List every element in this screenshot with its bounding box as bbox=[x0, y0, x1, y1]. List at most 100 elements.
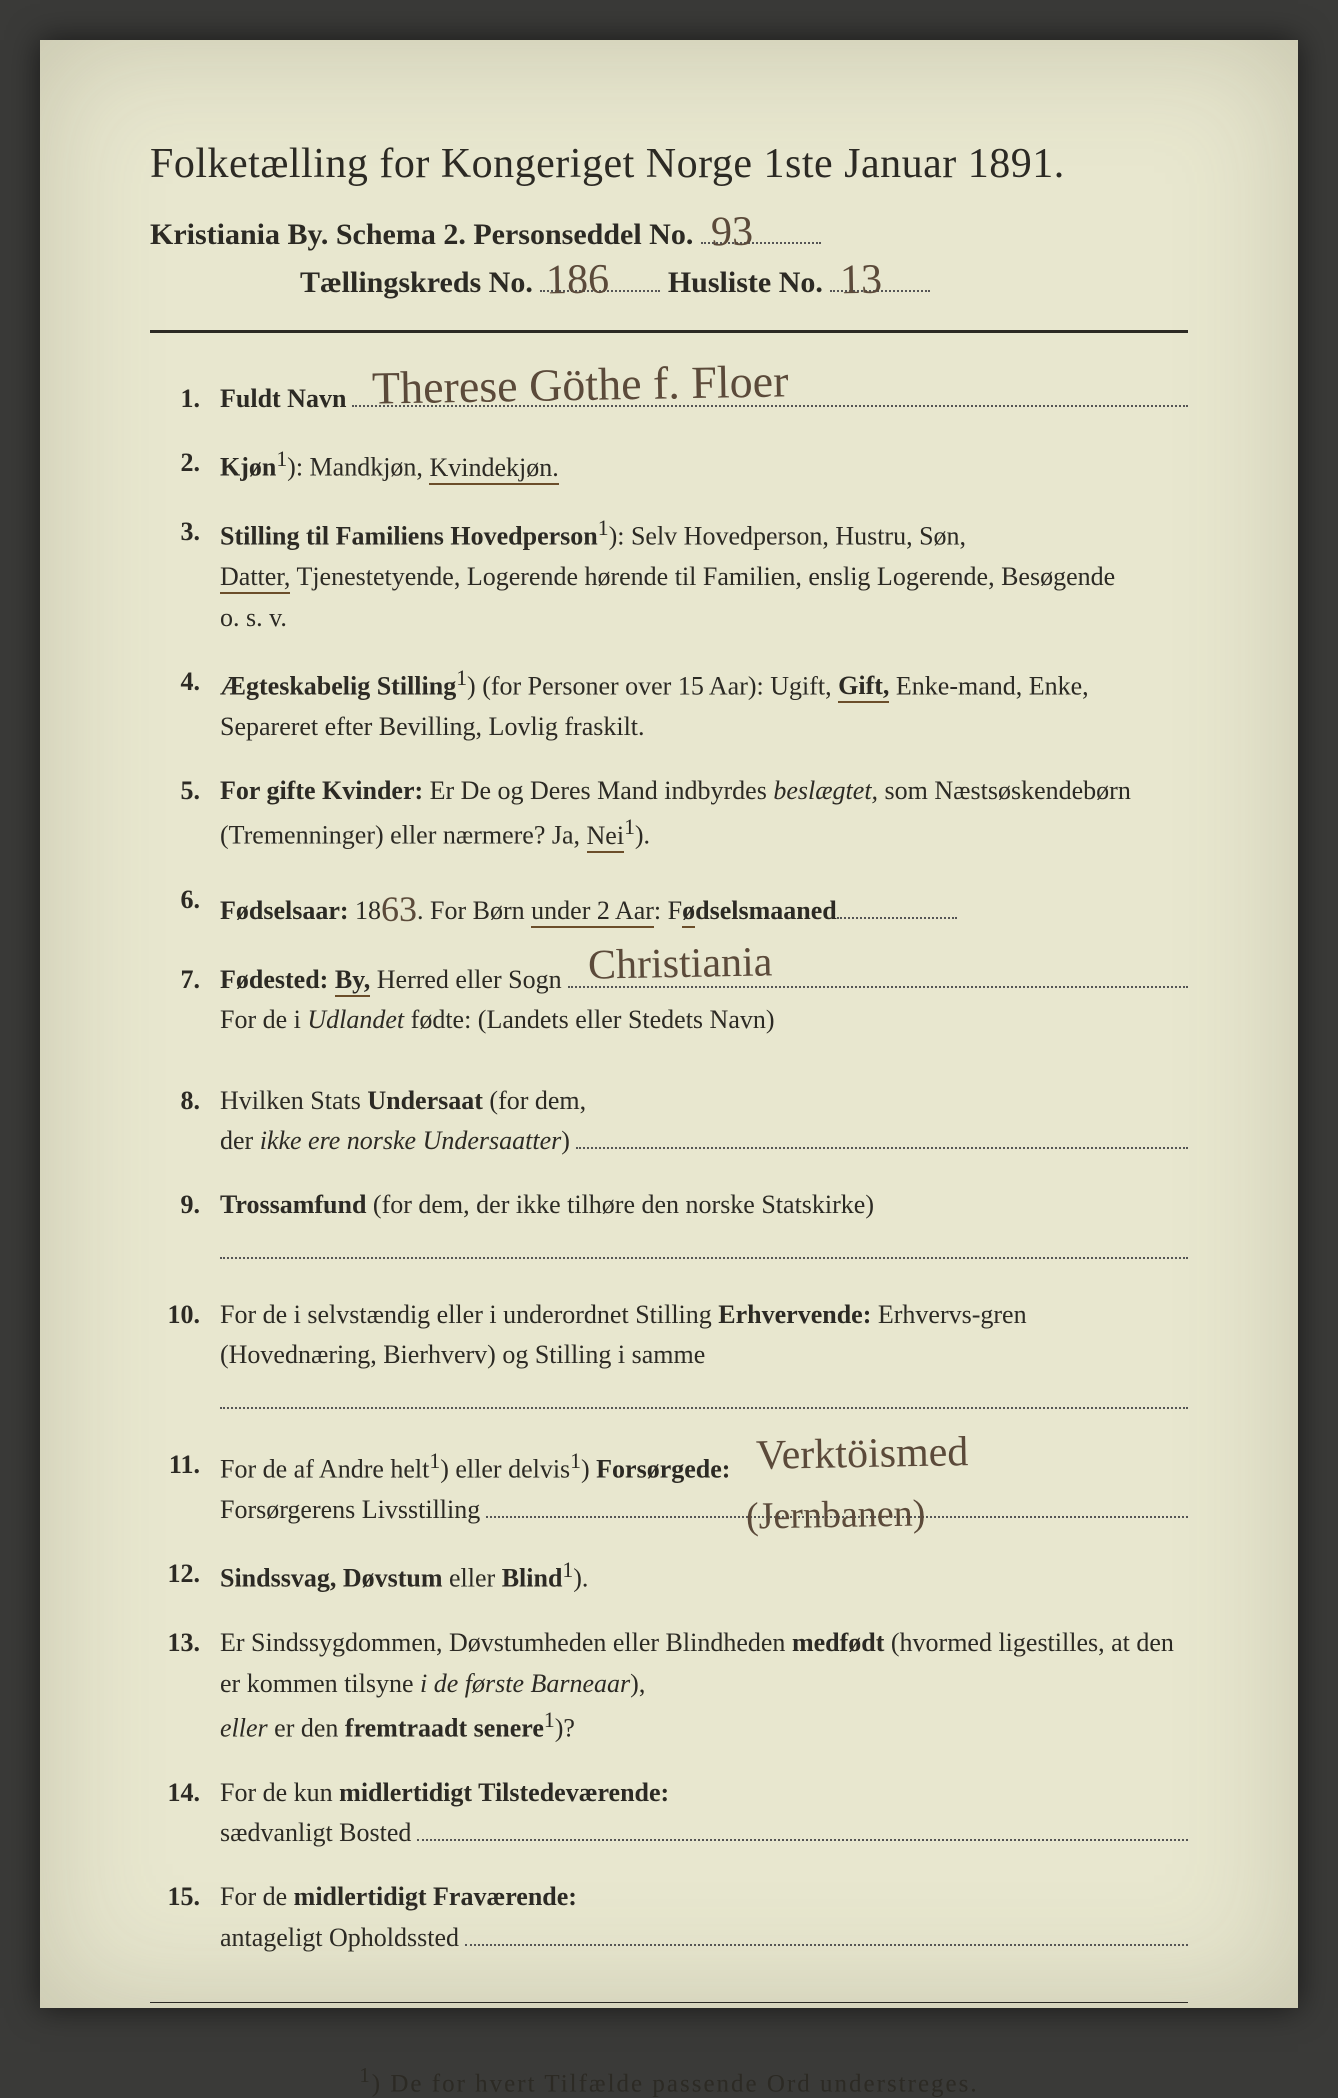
field-14-label: midlertidigt Tilstedeværende: bbox=[339, 1778, 669, 1807]
personseddel-no-field: 93 bbox=[701, 242, 821, 244]
field-7-texta: Herred eller Sogn bbox=[370, 965, 561, 994]
field-8: 8. Hvilken Stats Undersaat (for dem, der… bbox=[150, 1081, 1188, 1162]
sup-11a: 1 bbox=[429, 1449, 440, 1473]
field-11-label: Forsørgede: bbox=[596, 1455, 730, 1484]
field-1-value-line: Therese Göthe f. Floer bbox=[352, 379, 1188, 407]
field-12-num: 12. bbox=[150, 1554, 200, 1594]
field-3-underlined: Datter, bbox=[220, 562, 290, 594]
field-14-line2: sædvanligt Bosted bbox=[220, 1813, 411, 1853]
sup-12: 1 bbox=[562, 1558, 573, 1582]
field-6-under2: under 2 Aar bbox=[531, 896, 654, 928]
header-divider bbox=[150, 330, 1188, 333]
field-15-texta: For de bbox=[220, 1882, 294, 1911]
field-9-texta: (for dem, der ikke tilhøre den norske St… bbox=[366, 1190, 874, 1219]
field-5-italic: beslægtet, bbox=[773, 776, 878, 805]
field-7-value-line: Christiania bbox=[568, 960, 1188, 988]
field-6-o: ø bbox=[682, 896, 695, 928]
field-2-texta: ): Mandkjøn, bbox=[287, 453, 429, 482]
page-title: Folketælling for Kongeriget Norge 1ste J… bbox=[150, 140, 1188, 188]
field-5-underlined: Nei bbox=[587, 821, 625, 853]
field-9-label: Trossamfund bbox=[220, 1190, 366, 1219]
field-7-num: 7. bbox=[150, 960, 200, 1000]
field-4-underlined: Gift, bbox=[838, 671, 889, 703]
field-12-texta: eller bbox=[443, 1564, 502, 1593]
field-2-underlined: Kvindekjøn. bbox=[429, 453, 558, 485]
field-10: 10. For de i selvstændig eller i underor… bbox=[150, 1295, 1188, 1421]
field-15-value-line bbox=[465, 1918, 1188, 1946]
field-5-label: For gifte Kvinder: bbox=[220, 776, 423, 805]
taellingskreds-no-value: 186 bbox=[546, 255, 610, 304]
field-9-num: 9. bbox=[150, 1185, 200, 1225]
field-10-label: Erhvervende: bbox=[718, 1300, 871, 1329]
field-1: 1. Fuldt Navn Therese Göthe f. Floer bbox=[150, 379, 1188, 419]
field-list: 1. Fuldt Navn Therese Göthe f. Floer 2. … bbox=[150, 379, 1188, 1958]
field-11-texta: For de af Andre helt bbox=[220, 1455, 429, 1484]
field-2: 2. Kjøn1): Mandkjøn, Kvindekjøn. bbox=[150, 443, 1188, 488]
field-5: 5. For gifte Kvinder: Er De og Deres Man… bbox=[150, 771, 1188, 856]
field-6-textc: dselsmaaned bbox=[695, 896, 837, 925]
field-13-texte: )? bbox=[555, 1714, 575, 1743]
field-7-line2b: fødte: (Landets eller Stedets Navn) bbox=[404, 1005, 774, 1034]
field-11-num: 11. bbox=[150, 1445, 200, 1485]
field-11-textb: ) eller delvis bbox=[440, 1455, 570, 1484]
field-13: 13. Er Sindssygdommen, Døvstumheden elle… bbox=[150, 1623, 1188, 1749]
field-12-textb: ). bbox=[573, 1564, 588, 1593]
field-13-texta: Er Sindssygdommen, Døvstumheden eller Bl… bbox=[220, 1628, 792, 1657]
field-14-num: 14. bbox=[150, 1773, 200, 1813]
field-15-num: 15. bbox=[150, 1877, 200, 1917]
field-7-line2a: For de i bbox=[220, 1005, 307, 1034]
field-11-line2: Forsørgerens Livsstilling bbox=[220, 1490, 480, 1530]
sup-1b: 1 bbox=[598, 516, 609, 540]
field-3: 3. Stilling til Familiens Hovedperson1):… bbox=[150, 512, 1188, 638]
taellingskreds-no-field: 186 bbox=[540, 290, 660, 292]
census-form-page: Folketælling for Kongeriget Norge 1ste J… bbox=[40, 40, 1298, 2008]
field-3-num: 3. bbox=[150, 512, 200, 552]
field-6-label: Fødselsaar: bbox=[220, 896, 349, 925]
field-11-value-wrap: Verktöismed bbox=[736, 1452, 1188, 1478]
field-14: 14. For de kun midlertidigt Tilstedevære… bbox=[150, 1773, 1188, 1854]
field-8-textb: (for dem, bbox=[483, 1086, 586, 1115]
field-7-line2: For de i Udlandet fødte: (Landets eller … bbox=[220, 1000, 1188, 1040]
field-6: 6. Fødselsaar: 1863. For Børn under 2 Aa… bbox=[150, 880, 1188, 936]
personseddel-no-value: 93 bbox=[710, 208, 753, 257]
header-line-2: Kristiania By. Schema 2. Personseddel No… bbox=[150, 218, 1188, 252]
field-4-num: 4. bbox=[150, 662, 200, 702]
field-8-italic: ikke ere norske Undersaatter bbox=[260, 1126, 562, 1155]
field-2-label: Kjøn bbox=[220, 453, 276, 482]
field-11: 11. For de af Andre helt1) eller delvis1… bbox=[150, 1445, 1188, 1530]
field-8-label: Undersaat bbox=[367, 1086, 483, 1115]
field-13-textd: er den bbox=[268, 1714, 345, 1743]
field-2-num: 2. bbox=[150, 443, 200, 483]
field-11-value2: (Jernbanen) bbox=[746, 1485, 926, 1547]
sup-1c: 1 bbox=[456, 666, 467, 690]
field-3-label: Stilling til Familiens Hovedperson bbox=[220, 522, 598, 551]
field-12-label2: Blind bbox=[502, 1564, 563, 1593]
field-8-line2a: der bbox=[220, 1126, 260, 1155]
field-11-value-line-2: (Jernbanen) bbox=[486, 1490, 1188, 1518]
field-7-italic: Udlandet bbox=[307, 1005, 404, 1034]
field-7-underlined: By, bbox=[335, 965, 370, 997]
field-6-textb: : F bbox=[654, 896, 682, 925]
footnote-sup: 1 bbox=[359, 2063, 371, 2087]
field-7-value: Christiania bbox=[587, 930, 772, 998]
field-8-texta: Hvilken Stats bbox=[220, 1086, 367, 1115]
husliste-label: Husliste No. bbox=[668, 266, 823, 299]
field-10-texta: For de i selvstændig eller i underordnet… bbox=[220, 1300, 718, 1329]
field-9: 9. Trossamfund (for dem, der ikke tilhør… bbox=[150, 1185, 1188, 1271]
footnote: 1) De for hvert Tilfælde passende Ord un… bbox=[150, 2063, 1188, 2098]
field-7-label: Fødested: bbox=[220, 965, 328, 994]
field-15-line2: antageligt Opholdssted bbox=[220, 1918, 459, 1958]
footnote-text: ) De for hvert Tilfælde passende Ord und… bbox=[372, 2070, 979, 2097]
field-8-num: 8. bbox=[150, 1081, 200, 1121]
husliste-no-value: 13 bbox=[840, 256, 883, 305]
sup-13: 1 bbox=[544, 1708, 555, 1732]
field-3-osv: o. s. v. bbox=[220, 603, 287, 632]
field-13-textc: ), bbox=[630, 1669, 645, 1698]
field-1-value: Therese Göthe f. Floer bbox=[372, 345, 790, 424]
field-6-texta: . For Børn bbox=[417, 896, 531, 925]
field-5-textc: ). bbox=[635, 821, 650, 850]
field-4: 4. Ægteskabelig Stilling1) (for Personer… bbox=[150, 662, 1188, 747]
field-11-textc: ) bbox=[581, 1455, 596, 1484]
field-9-value-line bbox=[220, 1226, 1188, 1259]
header-line-3: Tællingskreds No. 186 Husliste No. 13 bbox=[150, 266, 1188, 300]
